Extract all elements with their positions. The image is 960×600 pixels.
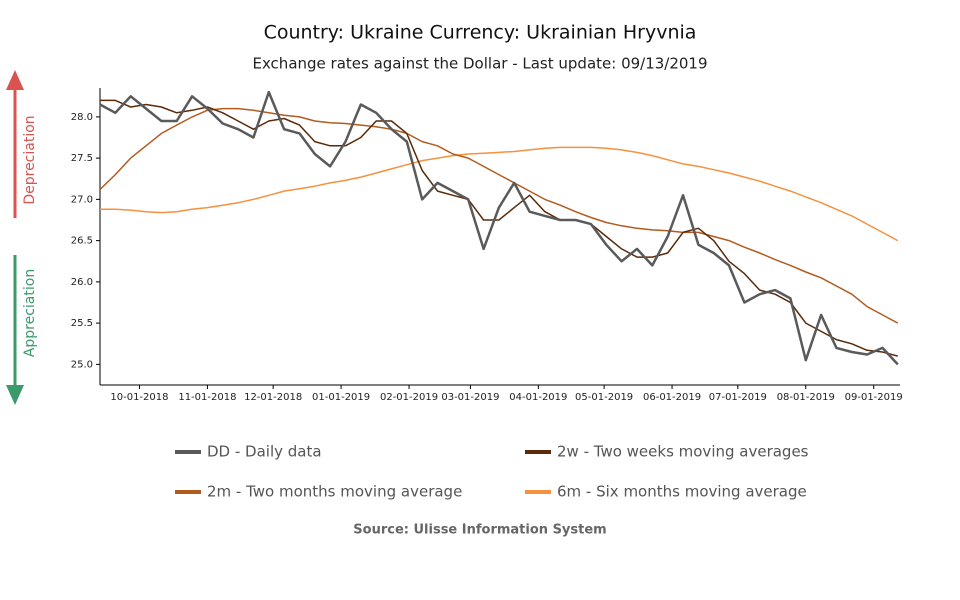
x-tick-label: 02-01-2019 xyxy=(380,392,438,403)
y-tick-label: 28.0 xyxy=(71,112,93,123)
legend-label: 2w - Two weeks moving averages xyxy=(557,443,809,461)
y-tick-label: 26.0 xyxy=(71,277,93,288)
y-tick-label: 26.5 xyxy=(71,236,93,247)
appreciation-label: Appreciation xyxy=(22,269,38,357)
depreciation-arrowhead xyxy=(6,70,24,90)
series-line xyxy=(99,90,899,366)
appreciation-arrowhead xyxy=(6,385,24,405)
y-tick-label: 25.5 xyxy=(71,318,93,329)
series-line xyxy=(100,99,898,357)
legend-label: 2m - Two months moving average xyxy=(207,483,462,501)
x-tick-label: 09-01-2019 xyxy=(845,392,903,403)
y-tick-label: 25.0 xyxy=(71,359,93,370)
x-tick-label: 03-01-2019 xyxy=(441,392,499,403)
x-tick-label: 04-01-2019 xyxy=(509,392,567,403)
legend-label: DD - Daily data xyxy=(207,443,322,461)
x-tick-label: 10-01-2018 xyxy=(110,392,168,403)
chart-title: Country: Ukraine Currency: Ukrainian Hry… xyxy=(264,22,697,44)
y-tick-label: 27.5 xyxy=(71,153,93,164)
depreciation-label: Depreciation xyxy=(22,115,38,204)
x-tick-label: 05-01-2019 xyxy=(575,392,633,403)
series-line xyxy=(100,146,899,242)
y-tick-label: 27.0 xyxy=(71,194,93,205)
series-line xyxy=(99,107,899,324)
x-tick-label: 12-01-2018 xyxy=(244,392,302,403)
source: Source: Ulisse Information System xyxy=(353,523,606,538)
x-tick-label: 11-01-2018 xyxy=(178,392,236,403)
x-tick-label: 01-01-2019 xyxy=(312,392,370,403)
x-tick-label: 08-01-2019 xyxy=(777,392,835,403)
legend-label: 6m - Six months moving average xyxy=(557,483,807,501)
x-tick-label: 07-01-2019 xyxy=(709,392,767,403)
chart-subtitle: Exchange rates against the Dollar - Last… xyxy=(252,55,707,73)
x-tick-label: 06-01-2019 xyxy=(643,392,701,403)
